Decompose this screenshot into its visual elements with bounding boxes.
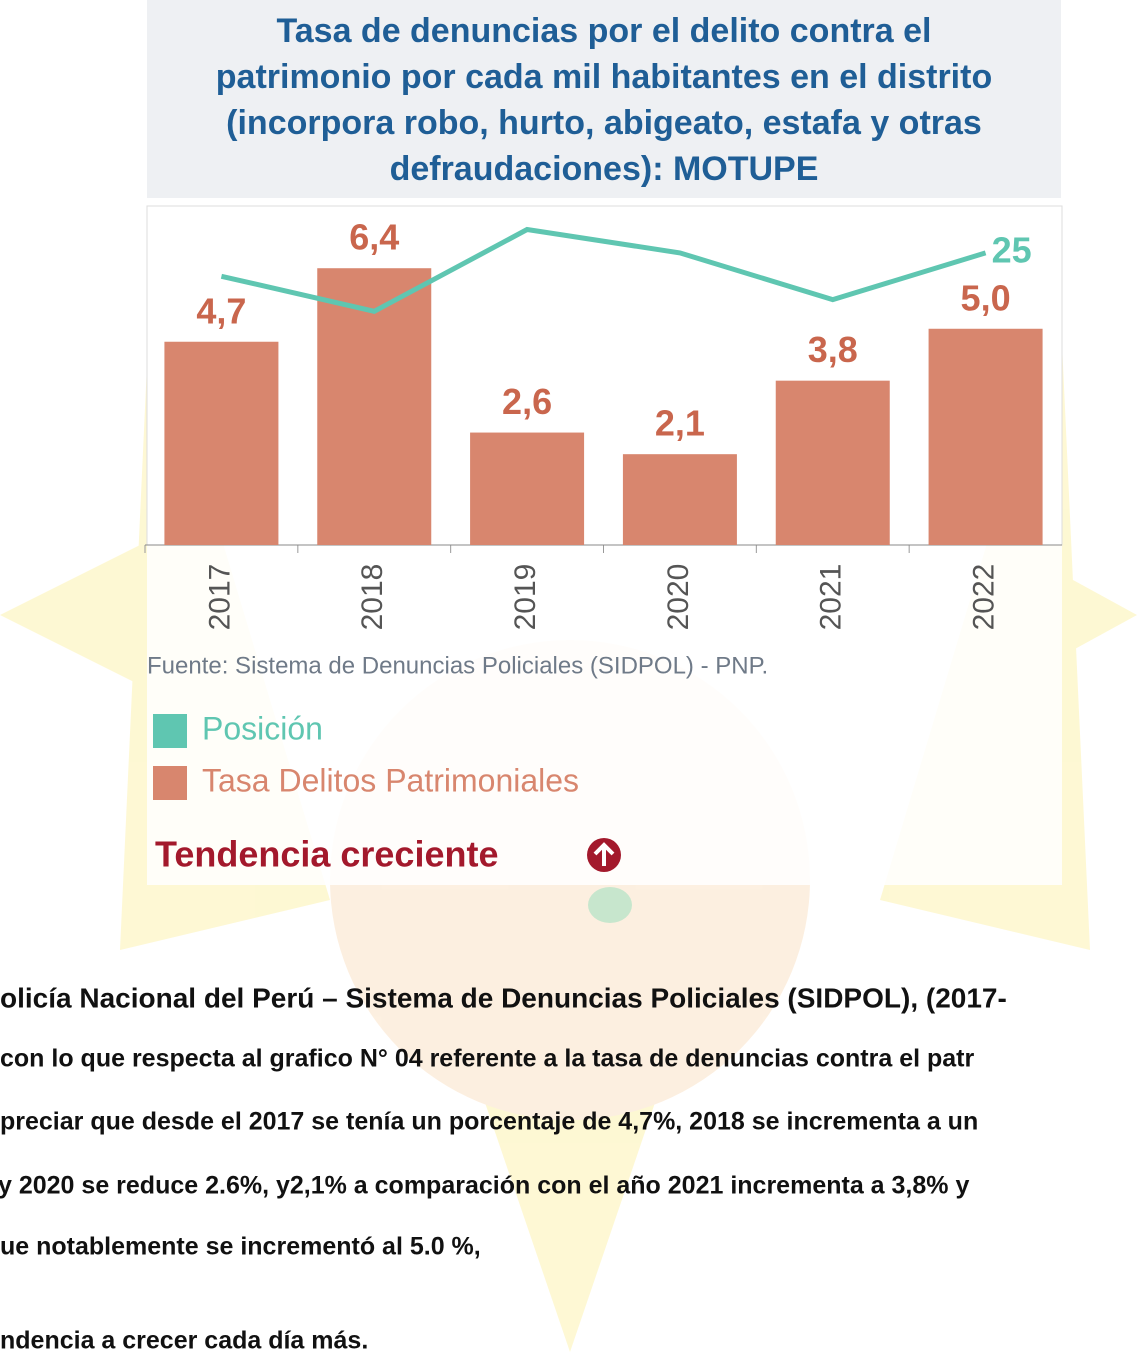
source-note: Fuente: Sistema de Denuncias Policiales … <box>147 652 768 679</box>
bar <box>164 341 279 545</box>
chart-title: Tasa de denuncias por el delito contra e… <box>216 12 992 188</box>
bar-value-label: 3,8 <box>808 329 858 370</box>
x-tick-label: 2022 <box>968 564 1001 631</box>
body-line: y 2020 se reduce 2.6%, y2,1% a comparaci… <box>0 1172 969 1200</box>
legend-swatch <box>153 714 187 748</box>
title-line: defraudaciones): MOTUPE <box>390 150 819 188</box>
body-line: preciar que desde el 2017 se tenía un po… <box>0 1108 978 1136</box>
bar-value-label: 5,0 <box>961 277 1011 318</box>
bar-value-label: 6,4 <box>349 217 399 258</box>
line-value-label: 25 <box>992 229 1032 270</box>
legend-area <box>147 545 1062 885</box>
legend-label: Tasa Delitos Patrimoniales <box>202 762 579 798</box>
title-line: (incorpora robo, hurto, abigeato, estafa… <box>226 104 982 142</box>
title-line: Tasa de denuncias por el delito contra e… <box>277 12 932 50</box>
legend-label: Posición <box>202 710 323 746</box>
body-line: ue notablemente se incrementó al 5.0 %, <box>0 1233 481 1261</box>
body-line: ndencia a crecer cada día más. <box>0 1327 368 1352</box>
x-tick-label: 2019 <box>509 564 542 631</box>
bar-value-label: 2,1 <box>655 403 705 444</box>
x-tick-label: 2018 <box>356 564 389 631</box>
title-line: patrimonio por cada mil habitantes en el… <box>216 58 992 96</box>
plot-area <box>146 205 1063 546</box>
x-tick-label: 2021 <box>815 564 848 631</box>
legend-swatch <box>153 766 187 800</box>
body-line: con lo que respecta al grafico N° 04 ref… <box>0 1045 975 1073</box>
bar <box>470 432 585 545</box>
line-series <box>220 226 987 314</box>
bar-value-label: 2,6 <box>502 381 552 422</box>
title-box <box>147 0 1061 198</box>
trend-annotation: Tendencia creciente <box>155 834 498 875</box>
body-line: olicía Nacional del Perú – Sistema de De… <box>0 982 1007 1013</box>
trend-icon <box>587 838 621 872</box>
x-tick-label: 2017 <box>203 564 236 631</box>
bar-value-label: 4,7 <box>196 290 246 331</box>
bar <box>622 454 737 545</box>
bar <box>928 328 1043 545</box>
x-tick-label: 2020 <box>662 564 695 631</box>
body-text: olicía Nacional del Perú – Sistema de De… <box>0 982 1007 1352</box>
bar <box>775 380 890 545</box>
bar <box>317 268 432 545</box>
